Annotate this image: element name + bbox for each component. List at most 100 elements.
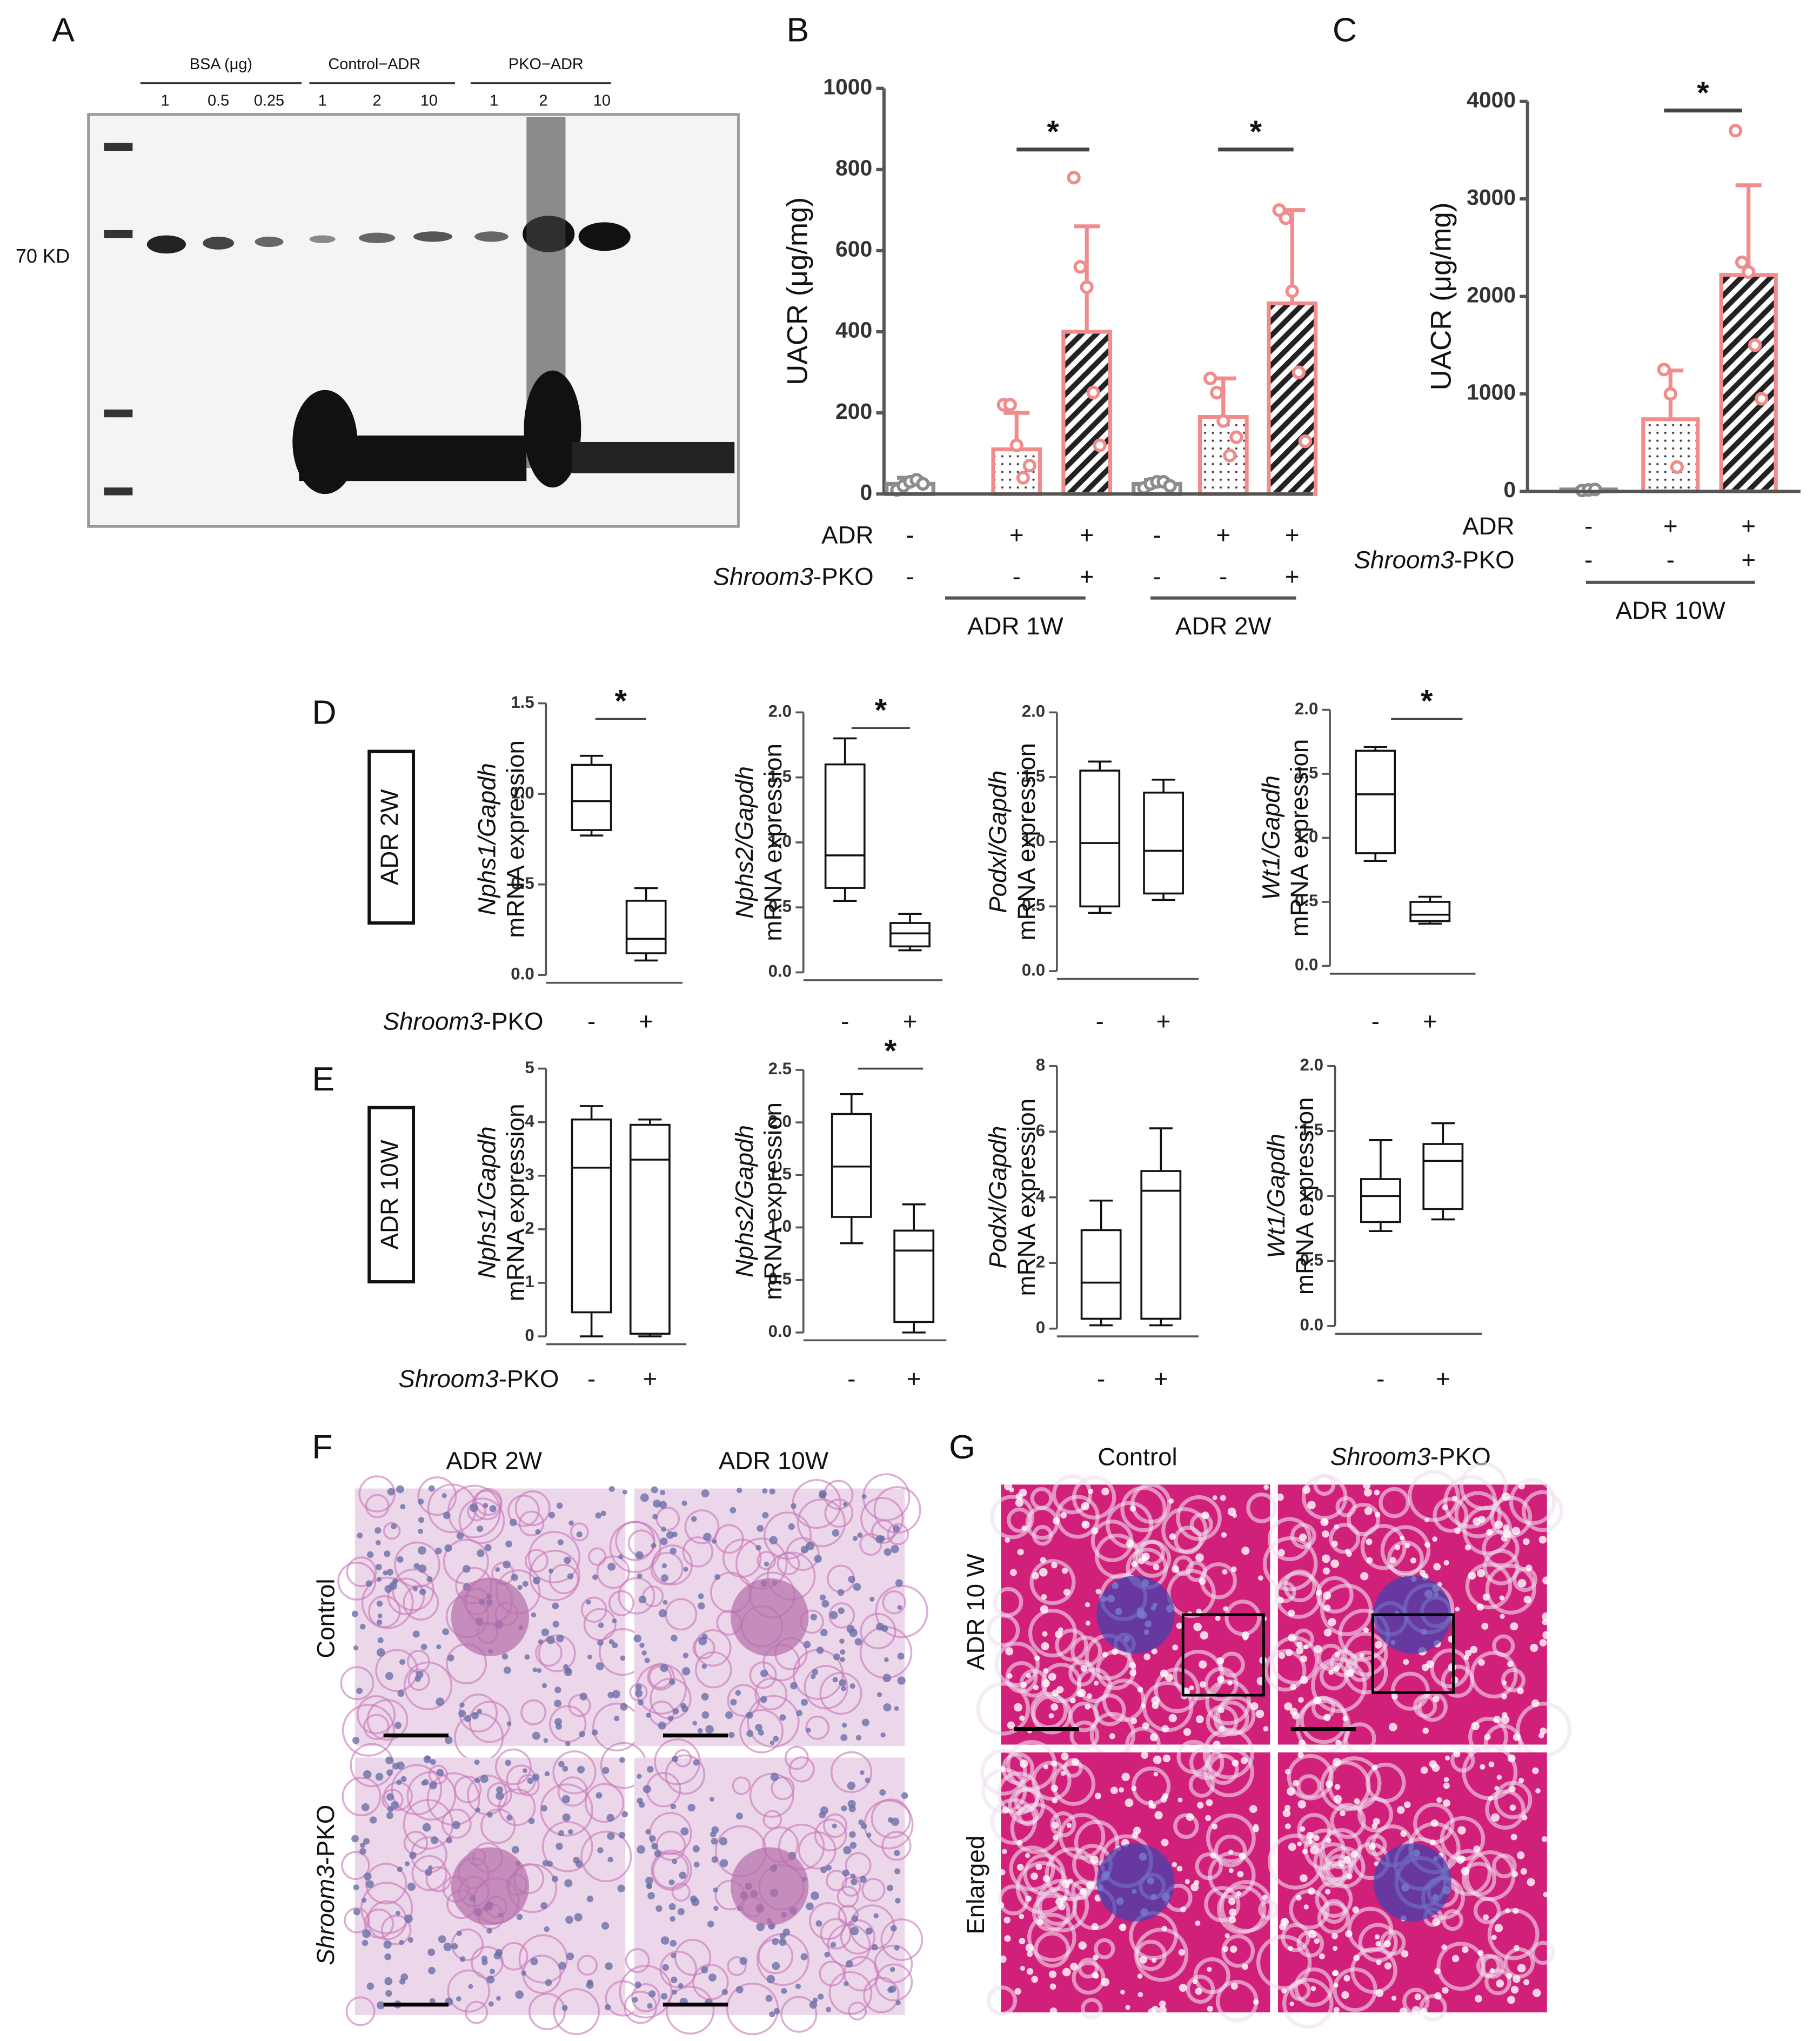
nucleus	[1125, 1798, 1134, 1808]
lane-label: 1	[490, 92, 498, 109]
row-mark: +	[1285, 563, 1300, 591]
nucleus	[713, 1887, 718, 1893]
nucleus	[1020, 1965, 1025, 1971]
nucleus	[1285, 1649, 1293, 1656]
nucleus	[1161, 1925, 1167, 1932]
row-mark: -	[1153, 563, 1161, 591]
y-tick-label: 2.0	[1295, 699, 1318, 718]
nucleus	[1494, 1520, 1503, 1529]
tubule	[828, 1971, 873, 2015]
nucleus	[1410, 1557, 1417, 1564]
nucleus	[438, 1935, 446, 1943]
nucleus	[374, 1527, 382, 1534]
tubule	[609, 1521, 661, 1573]
nucleus	[604, 2004, 611, 2011]
nucleus	[769, 1536, 778, 1545]
nucleus	[486, 1928, 492, 1934]
nucleus	[1473, 1517, 1481, 1525]
data-point	[1203, 371, 1217, 385]
tubule	[1173, 1813, 1199, 1839]
nucleus	[1229, 1945, 1237, 1953]
nucleus	[383, 1940, 392, 1949]
y-tick-label: 0.5	[511, 874, 534, 893]
nucleus	[820, 1866, 827, 1873]
data-point	[1292, 365, 1306, 379]
nucleus	[436, 1697, 445, 1707]
tubule	[1347, 1906, 1394, 1953]
nucleus	[351, 1835, 359, 1843]
nucleus	[1016, 1839, 1023, 1846]
nucleus	[587, 1654, 592, 1659]
nucleus	[640, 1493, 649, 1502]
tubule	[1134, 1928, 1189, 1982]
nucleus	[1126, 1540, 1134, 1548]
nucleus	[1120, 1990, 1125, 1995]
nucleus	[756, 1922, 765, 1931]
panel-letter: A	[52, 11, 75, 49]
nucleus	[1133, 1826, 1141, 1835]
tubule	[1072, 1475, 1116, 1520]
nucleus	[698, 1602, 705, 1610]
nucleus	[376, 1600, 383, 1607]
nucleus	[567, 1573, 574, 1580]
y-tick-label: 0.5	[1295, 891, 1318, 910]
tubule	[1443, 1475, 1497, 1529]
nucleus	[1250, 1702, 1259, 1710]
nucleus	[901, 1792, 908, 1799]
tubule	[797, 1498, 846, 1548]
box	[1143, 791, 1185, 895]
y-tick-label: 4000	[1467, 87, 1516, 112]
lane-label: 1	[160, 92, 169, 109]
nucleus	[1228, 1897, 1236, 1905]
nucleus	[819, 1594, 826, 1601]
nucleus	[1471, 1722, 1480, 1730]
nucleus	[1297, 1800, 1306, 1809]
nucleus	[1138, 1992, 1143, 1997]
x-tick-label: -	[847, 1365, 855, 1393]
tubule	[495, 1748, 532, 1785]
nucleus	[707, 1920, 714, 1928]
nucleus	[385, 1990, 392, 1997]
x-tick-label: -	[841, 1007, 849, 1035]
glomerulus	[731, 1847, 809, 1925]
row-mark: -	[1013, 563, 1021, 591]
tubule	[1283, 1569, 1316, 1603]
tubule	[863, 1977, 900, 2013]
nucleus	[1535, 1788, 1541, 1794]
tubule	[1347, 1502, 1380, 1536]
tubule	[540, 1783, 593, 1837]
nucleus	[871, 1944, 878, 1951]
row-label: ADR 10 W	[962, 1554, 989, 1670]
nucleus	[1509, 1804, 1516, 1811]
nucleus	[698, 1593, 704, 1600]
x-tick-label: -	[1376, 1365, 1384, 1393]
nucleus	[1310, 1986, 1316, 1991]
nucleus	[1330, 1559, 1340, 1568]
y-tick-label: 0.0	[1300, 1315, 1323, 1334]
nucleus	[1483, 1914, 1489, 1920]
data-point	[1086, 385, 1100, 400]
nucleus	[595, 1792, 603, 1799]
nucleus	[1213, 1741, 1221, 1749]
nucleus	[769, 2011, 775, 2018]
nucleus	[1131, 1785, 1137, 1791]
nucleus	[1102, 1651, 1108, 1658]
nucleus	[1287, 1787, 1295, 1796]
nucleus	[866, 1832, 872, 1838]
box	[571, 1118, 612, 1314]
nucleus	[1296, 1641, 1303, 1648]
tubule	[580, 1830, 632, 1883]
nucleus	[1149, 1733, 1158, 1742]
nucleus	[1414, 1993, 1422, 2000]
x-tick-label: -	[1096, 1007, 1104, 1035]
micrograph	[619, 1738, 924, 2036]
nucleus	[1216, 1657, 1225, 1665]
inset-box	[1181, 1613, 1265, 1697]
nucleus	[1332, 1970, 1339, 1976]
nucleus	[1326, 1837, 1331, 1844]
nucleus	[655, 1905, 663, 1912]
nucleus	[1334, 1784, 1341, 1790]
nucleus	[477, 1525, 484, 1533]
y-tick-label: 4	[1036, 1187, 1046, 1206]
nucleus	[832, 1529, 840, 1537]
